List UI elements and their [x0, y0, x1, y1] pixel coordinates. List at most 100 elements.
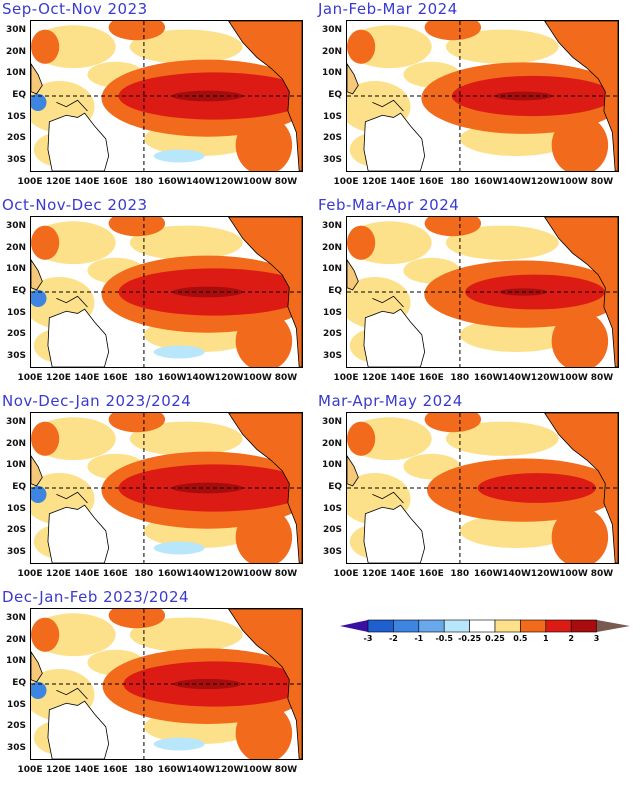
anomaly-warm	[31, 29, 60, 64]
lat-tick-label: 20S	[322, 329, 342, 340]
anomaly-weak-warm	[129, 617, 243, 652]
anomaly-cool	[31, 93, 47, 111]
lat-tick-label: 10S	[6, 307, 26, 318]
lat-tick-label: EQ	[328, 286, 342, 296]
colorbar-label: 3	[593, 634, 600, 643]
anomaly-weak-warm	[129, 29, 243, 64]
lon-tick-label: 120W	[530, 569, 560, 579]
panel-title: Oct-Nov-Dec 2023	[2, 196, 148, 214]
lon-tick-label: 120E	[45, 373, 71, 383]
panel-title: Jan-Feb-Mar 2024	[318, 0, 458, 18]
lon-tick-label: 140W	[502, 373, 531, 383]
lon-tick-label: 160W	[473, 569, 503, 579]
lat-tick-label: EQ	[328, 482, 342, 492]
lat-tick-label: 10N	[5, 656, 26, 667]
colorbar-segment	[367, 619, 394, 633]
anomaly-weak-cool	[153, 541, 205, 555]
lat-tick-label: 20N	[5, 46, 26, 57]
lat-tick-label: 30S	[322, 155, 342, 166]
lat-tick-label: 30S	[6, 743, 26, 754]
lon-tick-label: 100W	[243, 373, 272, 383]
lon-tick-label: 100E	[17, 765, 43, 775]
lon-tick-label: 120E	[361, 177, 387, 187]
lat-tick-label: 20S	[6, 525, 26, 536]
lon-tick-label: 120E	[45, 569, 71, 579]
lon-tick-label: 120E	[45, 177, 71, 187]
lat-tick-label: 20S	[6, 329, 26, 340]
lat-tick-label: 20N	[5, 242, 26, 253]
lat-tick-label: 20S	[6, 721, 26, 732]
anomaly-weak-cool	[153, 149, 205, 163]
lon-tick-label: 160W	[157, 765, 187, 775]
lon-tick-label: 120W	[530, 177, 560, 187]
lat-tick-label: 10N	[5, 68, 26, 79]
asia-land	[31, 456, 42, 486]
lon-tick-label: 100E	[333, 373, 359, 383]
americas-land	[545, 21, 618, 171]
lon-tick-label: 80W	[274, 177, 298, 187]
anomaly-warm	[424, 21, 482, 41]
anomaly-weak-warm	[445, 29, 559, 64]
colorbar-segment	[545, 619, 572, 633]
americas-land	[229, 21, 302, 171]
australia-land	[364, 309, 425, 367]
anomaly-warm	[235, 703, 293, 759]
lon-tick-label: 120W	[214, 765, 244, 775]
lat-tick-label: 30N	[321, 24, 342, 35]
colorbar-segment	[494, 619, 521, 633]
lat-tick-label: 10N	[321, 264, 342, 275]
lon-tick-label: 180	[450, 177, 470, 187]
maritime-continent-coast	[56, 492, 87, 503]
americas-land	[229, 413, 302, 563]
lon-tick-label: 160W	[157, 569, 187, 579]
asia-land	[31, 260, 42, 290]
lon-tick-label: 160W	[473, 177, 503, 187]
lon-tick-label: 100W	[559, 177, 588, 187]
anomaly-warm	[347, 29, 376, 64]
anomaly-warm	[347, 225, 376, 260]
lon-tick-label: 100E	[333, 569, 359, 579]
lat-tick-label: 10N	[5, 264, 26, 275]
lon-tick-label: 160W	[473, 373, 503, 383]
lat-tick-label: 20S	[6, 133, 26, 144]
anomaly-warm	[108, 609, 166, 629]
lat-tick-label: 30S	[322, 547, 342, 558]
lon-tick-label: 160W	[157, 373, 187, 383]
anomaly-warm	[551, 115, 609, 171]
anomaly-weak-warm	[445, 225, 559, 260]
lon-tick-label: 180	[450, 569, 470, 579]
lon-tick-label: 140E	[390, 373, 416, 383]
lon-tick-label: 180	[450, 373, 470, 383]
anomaly-warm	[424, 217, 482, 237]
anomaly-cool	[31, 289, 47, 307]
anomaly-warm	[235, 115, 293, 171]
anomaly-warm	[235, 311, 293, 367]
lon-tick-label: 180	[134, 177, 154, 187]
lat-tick-label: 20N	[5, 438, 26, 449]
australia-land	[48, 701, 109, 759]
lon-tick-label: 160E	[418, 569, 444, 579]
lat-tick-label: 20S	[322, 525, 342, 536]
americas-land	[229, 609, 302, 759]
colorbar-label: 0.5	[513, 634, 528, 643]
panel-title: Feb-Mar-Apr 2024	[318, 196, 460, 214]
colorbar-segment	[443, 619, 470, 633]
lat-tick-label: 30N	[5, 612, 26, 623]
lon-tick-label: 140W	[502, 177, 531, 187]
colorbar-label: 0.25	[485, 634, 505, 643]
lat-tick-label: 10S	[322, 111, 342, 122]
lon-tick-label: 140E	[74, 765, 100, 775]
lon-tick-label: 180	[134, 569, 154, 579]
lon-tick-label: 80W	[274, 373, 298, 383]
lon-tick-label: 140E	[74, 569, 100, 579]
colorbar-label: 2	[568, 634, 574, 643]
anomaly-warm	[424, 413, 482, 433]
lon-tick-label: 140E	[390, 177, 416, 187]
lon-tick-label: 120W	[214, 177, 244, 187]
forecast-panel: Jan-Feb-Mar 2024 30N 20N 10N EQ 10S 20S 30S 100E…	[316, 0, 626, 195]
lat-tick-label: 30N	[321, 220, 342, 231]
anomaly-map	[346, 20, 619, 172]
maritime-continent-coast	[372, 296, 403, 307]
anomaly-weak-warm	[129, 421, 243, 456]
forecast-panel: Oct-Nov-Dec 2023 30N 20N 10N EQ 10S 20S 30S 100E…	[0, 196, 310, 391]
